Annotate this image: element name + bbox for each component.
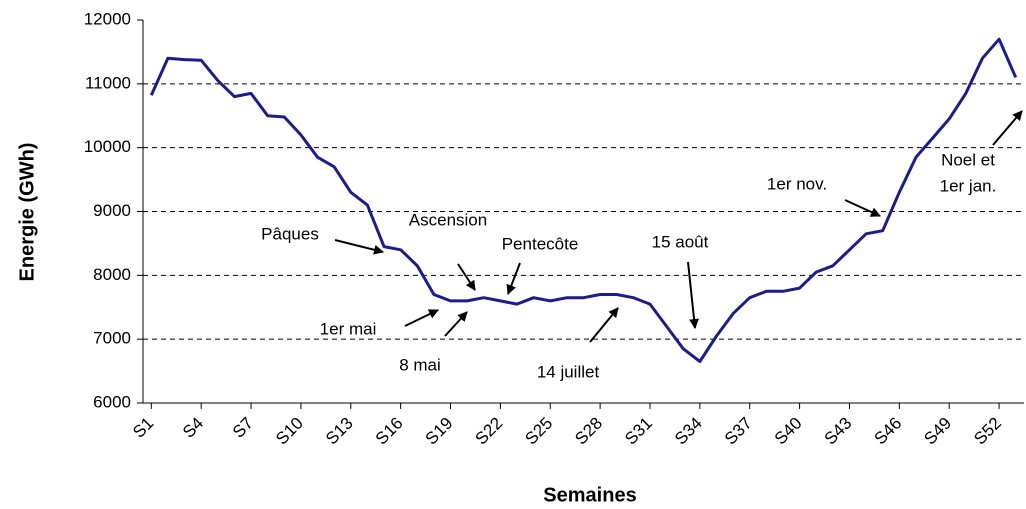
x-tick-label: S40 bbox=[771, 414, 806, 449]
y-tick-label: 11000 bbox=[85, 73, 131, 92]
annotation: Pentecôte bbox=[502, 234, 579, 253]
y-tick-label: 7000 bbox=[93, 329, 131, 348]
x-axis-label: Semaines bbox=[543, 484, 636, 506]
annotation-arrow bbox=[506, 262, 521, 295]
annotation: 15 août bbox=[652, 232, 709, 251]
x-tick-label: S34 bbox=[671, 414, 706, 449]
annotation-arrow bbox=[992, 110, 1023, 146]
annotation-arrow bbox=[457, 263, 476, 291]
x-tick-label: S1 bbox=[129, 414, 157, 442]
x-tick-label: S16 bbox=[372, 414, 407, 449]
annotation-arrow bbox=[844, 199, 881, 217]
x-tick-label: S25 bbox=[521, 414, 556, 449]
x-tick-label: S7 bbox=[229, 414, 257, 442]
annotation-arrow bbox=[589, 307, 619, 343]
annotation: Pâques bbox=[261, 224, 319, 243]
annotation-arrow bbox=[404, 309, 439, 327]
x-tick-label: S4 bbox=[179, 414, 207, 442]
annotation: 14 juillet bbox=[537, 362, 600, 381]
x-tick-label: S49 bbox=[920, 414, 955, 449]
annotation: 1er jan. bbox=[940, 176, 997, 195]
x-tick-label: S19 bbox=[422, 414, 457, 449]
annotation: 1er mai bbox=[320, 319, 377, 338]
x-tick-label: S52 bbox=[970, 414, 1005, 449]
annotation-arrow bbox=[444, 311, 468, 337]
y-tick-label: 10000 bbox=[84, 137, 131, 156]
annotation: Ascension bbox=[409, 210, 487, 229]
y-tick-label: 12000 bbox=[84, 9, 131, 28]
x-tick-label: S10 bbox=[272, 414, 307, 449]
x-tick-label: S37 bbox=[721, 414, 756, 449]
y-tick-label: 9000 bbox=[93, 201, 131, 220]
y-tick-label: 8000 bbox=[93, 265, 131, 284]
y-axis-label: Energie (GWh) bbox=[16, 143, 38, 282]
x-tick-label: S43 bbox=[821, 414, 856, 449]
y-tick-label: 6000 bbox=[93, 392, 131, 411]
x-tick-label: S13 bbox=[322, 414, 357, 449]
annotation: Noel et bbox=[941, 150, 995, 169]
x-tick-label: S22 bbox=[472, 414, 507, 449]
x-tick-label: S28 bbox=[571, 414, 606, 449]
annotation-arrow bbox=[334, 239, 384, 255]
annotation: 1er nov. bbox=[767, 174, 827, 193]
annotation: 8 mai bbox=[399, 355, 441, 374]
x-tick-label: S31 bbox=[621, 414, 656, 449]
annotation-arrow bbox=[687, 261, 700, 329]
x-tick-label: S46 bbox=[871, 414, 906, 449]
line-series bbox=[149, 37, 1018, 363]
